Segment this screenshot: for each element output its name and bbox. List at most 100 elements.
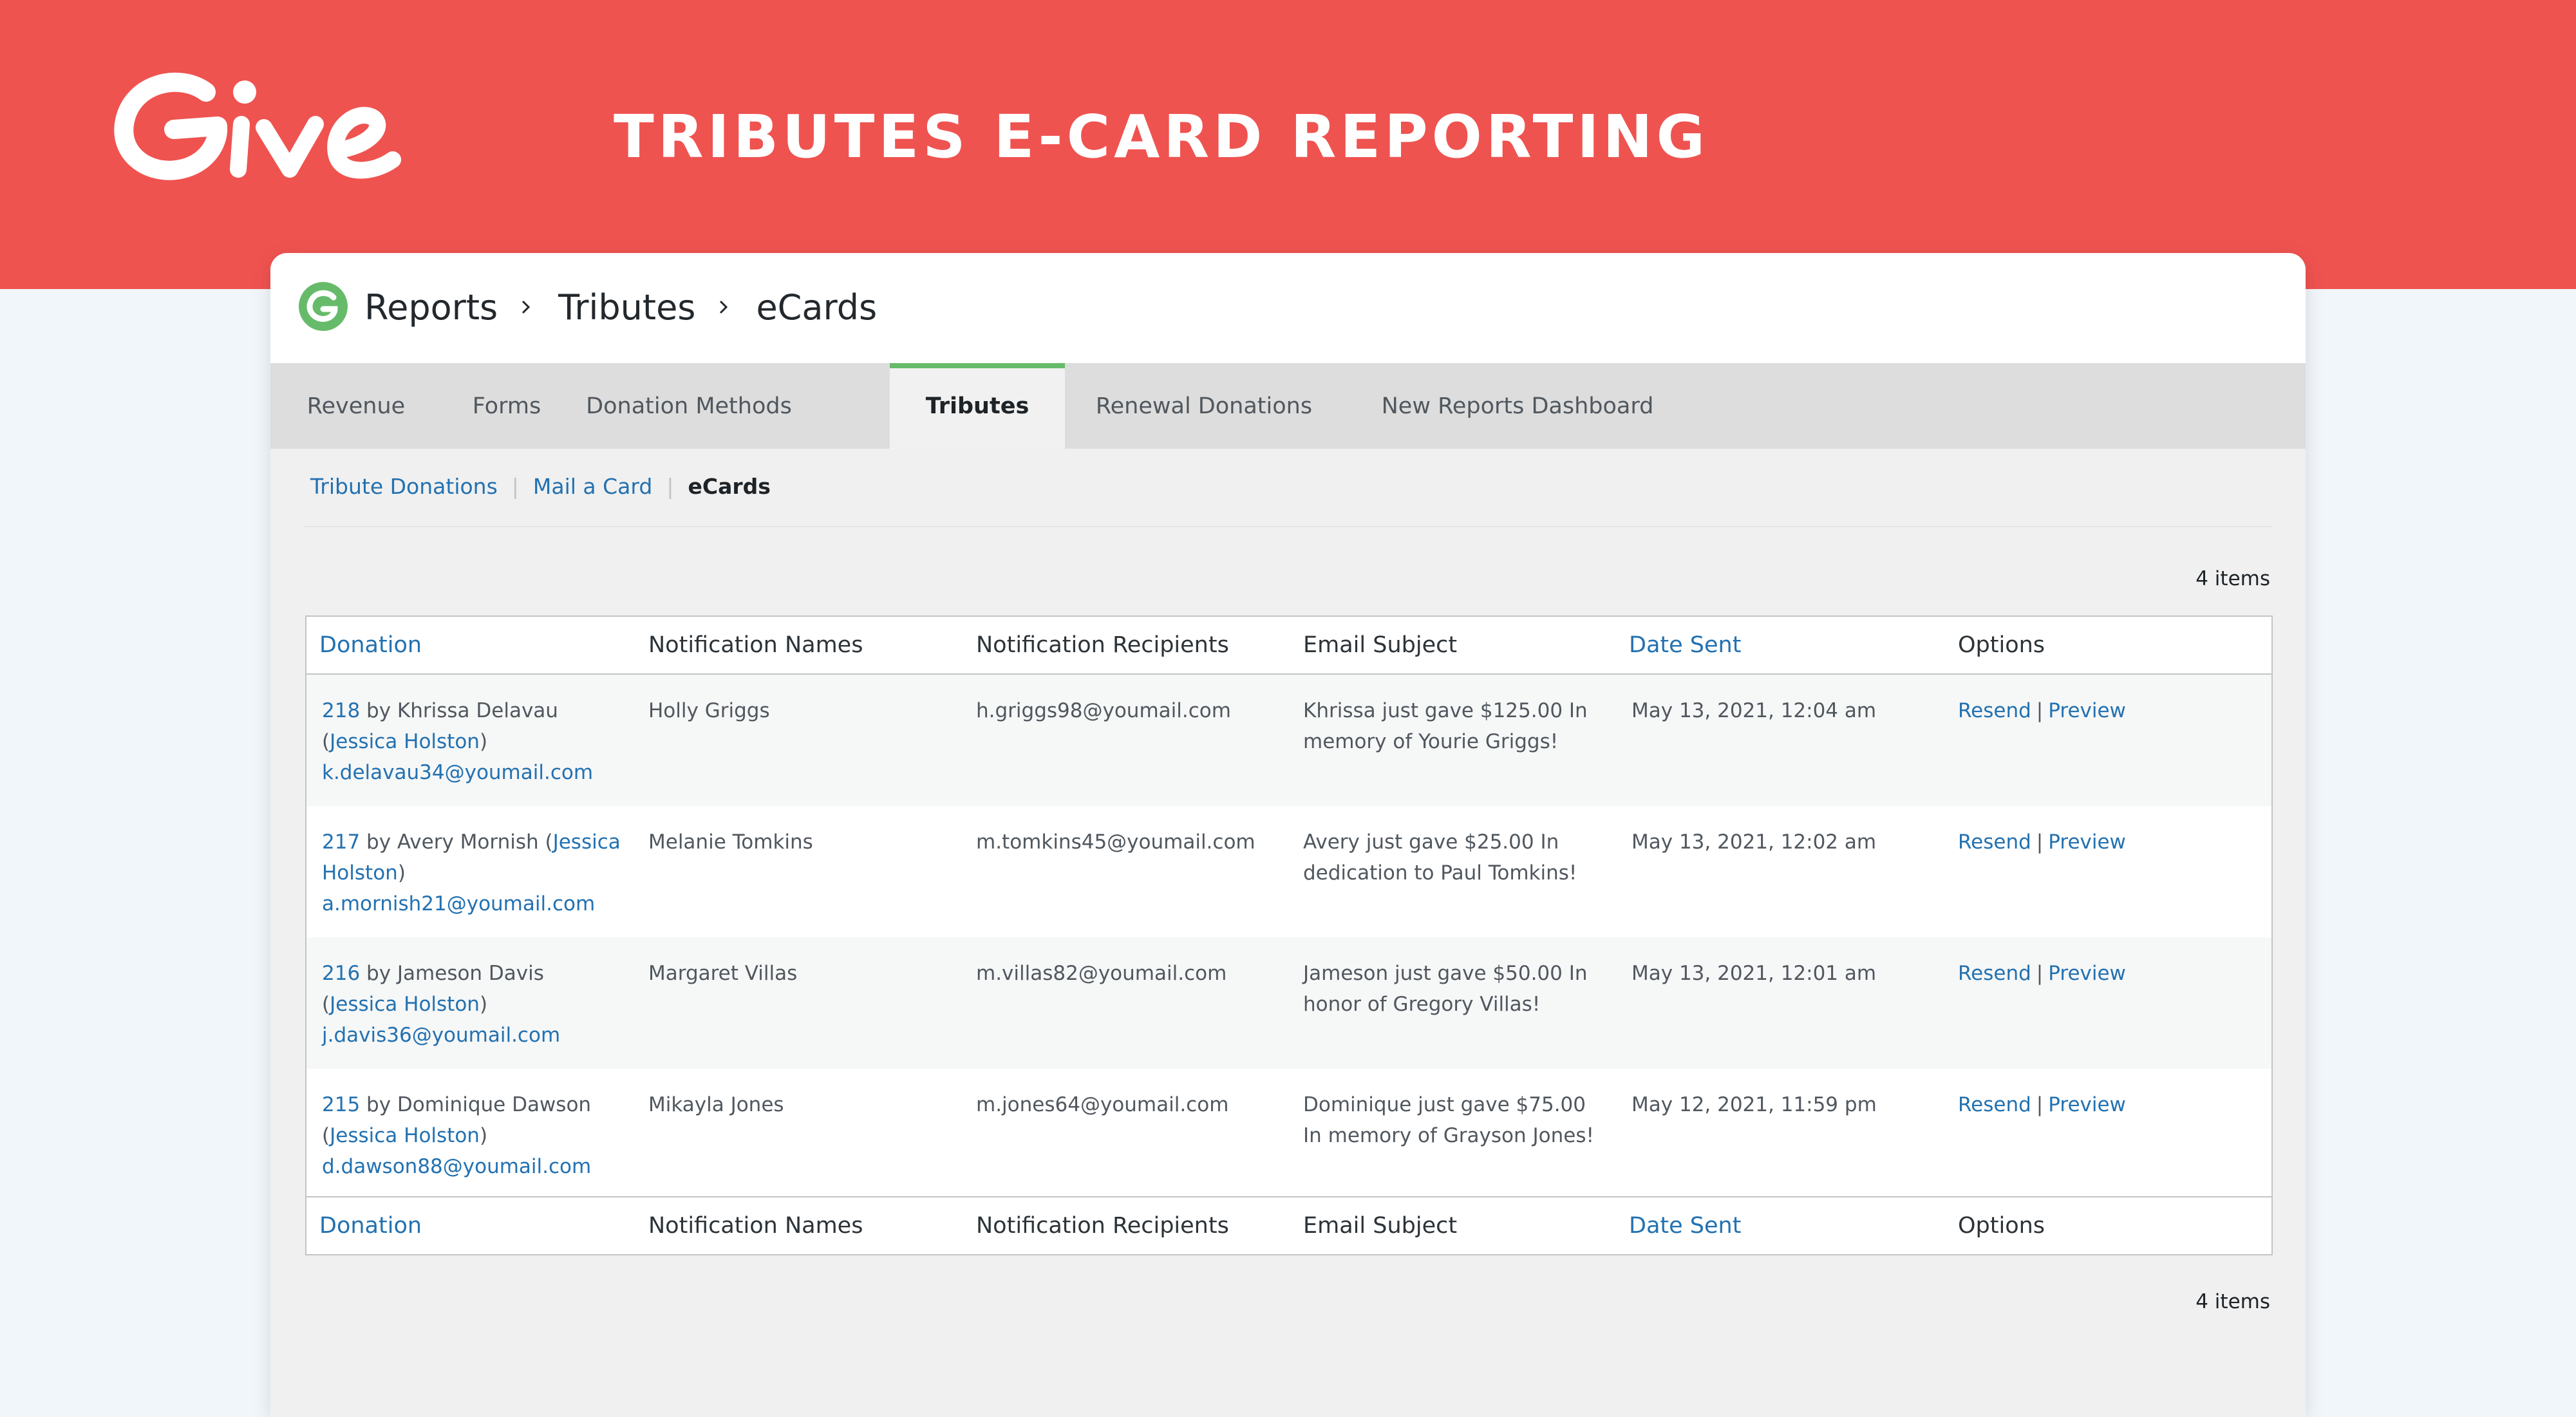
paren-text: ) [479, 993, 488, 1016]
email-subject-cell: Dominique just gave $75.00 In memory of … [1303, 1093, 1594, 1147]
donor-text: by Dominique Dawson ( [322, 1093, 592, 1147]
email-subject-cell: Khrissa just gave $125.00 In memory of Y… [1303, 699, 1588, 753]
donor-email-link[interactable]: k.delavau34@youmail.com [322, 761, 594, 784]
notification-names-cell: Melanie Tomkins [648, 830, 813, 854]
options-divider: | [2036, 830, 2044, 854]
page-heading: TRIBUTES E-CARD REPORTING [614, 102, 1709, 171]
author-link[interactable]: Jessica Holston [330, 993, 480, 1016]
column-header-date-sent[interactable]: Date Sent [1629, 632, 1742, 658]
column-footer-notification-names: Notification Names [648, 1213, 863, 1239]
donation-cell: 215 by Dominique Dawson (Jessica Holston… [322, 1089, 625, 1182]
date-sent-cell: May 13, 2021, 12:02 am [1631, 830, 1877, 854]
chevron-right-icon [522, 300, 531, 314]
donation-id-link[interactable]: 217 [322, 830, 361, 854]
author-link[interactable]: Jessica Holston [330, 730, 480, 753]
resend-link[interactable]: Resend [1958, 699, 2031, 722]
resend-link[interactable]: Resend [1958, 830, 2031, 854]
preview-link[interactable]: Preview [2048, 962, 2126, 985]
column-footer-notification-recipients: Notification Recipients [976, 1213, 1229, 1239]
column-header-options: Options [1958, 632, 2045, 658]
resend-link[interactable]: Resend [1958, 962, 2031, 985]
tab-forms[interactable]: Forms [472, 393, 541, 419]
donation-cell: 216 by Jameson Davis (Jessica Holston) j.… [322, 958, 625, 1051]
breadcrumb-tributes[interactable]: Tributes [558, 286, 696, 328]
column-header-notification-recipients: Notification Recipients [976, 632, 1229, 658]
donor-email-link[interactable]: d.dawson88@youmail.com [322, 1155, 592, 1178]
column-header-email-subject: Email Subject [1303, 632, 1458, 658]
reports-panel: Reports Tributes eCards Revenue Forms Do… [270, 253, 2306, 1417]
options-cell: Resend | Preview [1958, 958, 2261, 989]
resend-link[interactable]: Resend [1958, 1093, 2031, 1116]
donation-id-link[interactable]: 215 [322, 1093, 361, 1116]
divider [305, 526, 2271, 527]
donor-email-link[interactable]: j.davis36@youmail.com [322, 1024, 561, 1047]
options-divider: | [2036, 699, 2044, 722]
donor-email-link[interactable]: a.mornish21@youmail.com [322, 892, 596, 915]
tab-revenue[interactable]: Revenue [306, 393, 406, 419]
preview-link[interactable]: Preview [2048, 699, 2126, 722]
table-row: 216 by Jameson Davis (Jessica Holston) j.… [306, 937, 2271, 1069]
author-link[interactable]: Jessica Holston [322, 830, 621, 885]
breadcrumb-ecards: eCards [756, 286, 878, 328]
column-header-notification-names: Notification Names [648, 632, 863, 658]
ecards-table: Donation Notification Names Notification… [305, 615, 2273, 1255]
table-footer: Donation Notification Names Notification… [306, 1196, 2271, 1254]
email-subject-cell: Jameson just gave $50.00 In honor of Gre… [1303, 962, 1588, 1016]
column-footer-date-sent[interactable]: Date Sent [1629, 1213, 1742, 1239]
notification-names-cell: Holly Griggs [648, 699, 770, 722]
report-tabs: Revenue Forms Donation Methods Tributes … [270, 363, 2306, 449]
table-row: 217 by Avery Mornish (Jessica Holston) a.… [306, 806, 2271, 937]
notification-recipient-cell: m.villas82@youmail.com [976, 962, 1227, 985]
author-link[interactable]: Jessica Holston [330, 1124, 480, 1147]
options-cell: Resend | Preview [1958, 827, 2261, 858]
tab-tributes[interactable]: Tributes [890, 363, 1065, 449]
preview-link[interactable]: Preview [2048, 1093, 2126, 1116]
chevron-right-icon [720, 300, 728, 314]
column-footer-options: Options [1958, 1213, 2045, 1239]
tributes-subnav: Tribute Donations | Mail a Card | eCards [310, 473, 771, 499]
column-header-donation[interactable]: Donation [319, 632, 422, 658]
brand-banner: TRIBUTES E-CARD REPORTING [0, 0, 2576, 289]
options-divider: | [2036, 962, 2044, 985]
column-footer-donation[interactable]: Donation [319, 1213, 422, 1239]
date-sent-cell: May 13, 2021, 12:04 am [1631, 699, 1877, 722]
subnav-tribute-donations[interactable]: Tribute Donations [310, 473, 498, 499]
give-logo [114, 72, 401, 180]
date-sent-cell: May 12, 2021, 11:59 pm [1631, 1093, 1877, 1116]
items-count-bottom: 4 items [2195, 1290, 2270, 1313]
items-count-top: 4 items [2195, 567, 2270, 590]
table-row: 218 by Khrissa Delavau (Jessica Holston)… [306, 675, 2271, 806]
give-app-icon [299, 282, 348, 331]
donor-text: by Jameson Davis ( [322, 962, 544, 1016]
subnav-divider: | [666, 473, 674, 499]
tab-renewal-donations[interactable]: Renewal Donations [1095, 393, 1313, 419]
paren-text: ) [479, 730, 488, 753]
breadcrumb: Reports Tributes eCards [364, 281, 877, 333]
tab-new-reports-dashboard[interactable]: New Reports Dashboard [1381, 393, 1654, 419]
subnav-divider: | [511, 473, 519, 499]
notification-recipient-cell: h.griggs98@youmail.com [976, 699, 1231, 722]
header-bar: Reports Tributes eCards [270, 253, 2306, 364]
paren-text: ) [397, 861, 406, 885]
subnav-ecards: eCards [688, 473, 771, 499]
subnav-mail-a-card[interactable]: Mail a Card [532, 473, 653, 499]
notification-names-cell: Mikayla Jones [648, 1093, 784, 1116]
donor-text: by Khrissa Delavau ( [322, 699, 558, 753]
breadcrumb-reports[interactable]: Reports [364, 286, 498, 328]
options-divider: | [2036, 1093, 2044, 1116]
column-footer-email-subject: Email Subject [1303, 1213, 1458, 1239]
donation-cell: 217 by Avery Mornish (Jessica Holston) a.… [322, 827, 625, 919]
notification-names-cell: Margaret Villas [648, 962, 798, 985]
preview-link[interactable]: Preview [2048, 830, 2126, 854]
table-header: Donation Notification Names Notification… [306, 617, 2271, 675]
options-cell: Resend | Preview [1958, 695, 2261, 726]
donor-text: by Avery Mornish ( [366, 830, 553, 854]
donation-id-link[interactable]: 218 [322, 699, 361, 722]
table-row: 215 by Dominique Dawson (Jessica Holston… [306, 1069, 2271, 1200]
tab-donation-methods[interactable]: Donation Methods [586, 393, 792, 419]
donation-cell: 218 by Khrissa Delavau (Jessica Holston)… [322, 695, 625, 788]
paren-text: ) [479, 1124, 488, 1147]
notification-recipient-cell: m.tomkins45@youmail.com [976, 830, 1255, 854]
donation-id-link[interactable]: 216 [322, 962, 361, 985]
options-cell: Resend | Preview [1958, 1089, 2261, 1120]
